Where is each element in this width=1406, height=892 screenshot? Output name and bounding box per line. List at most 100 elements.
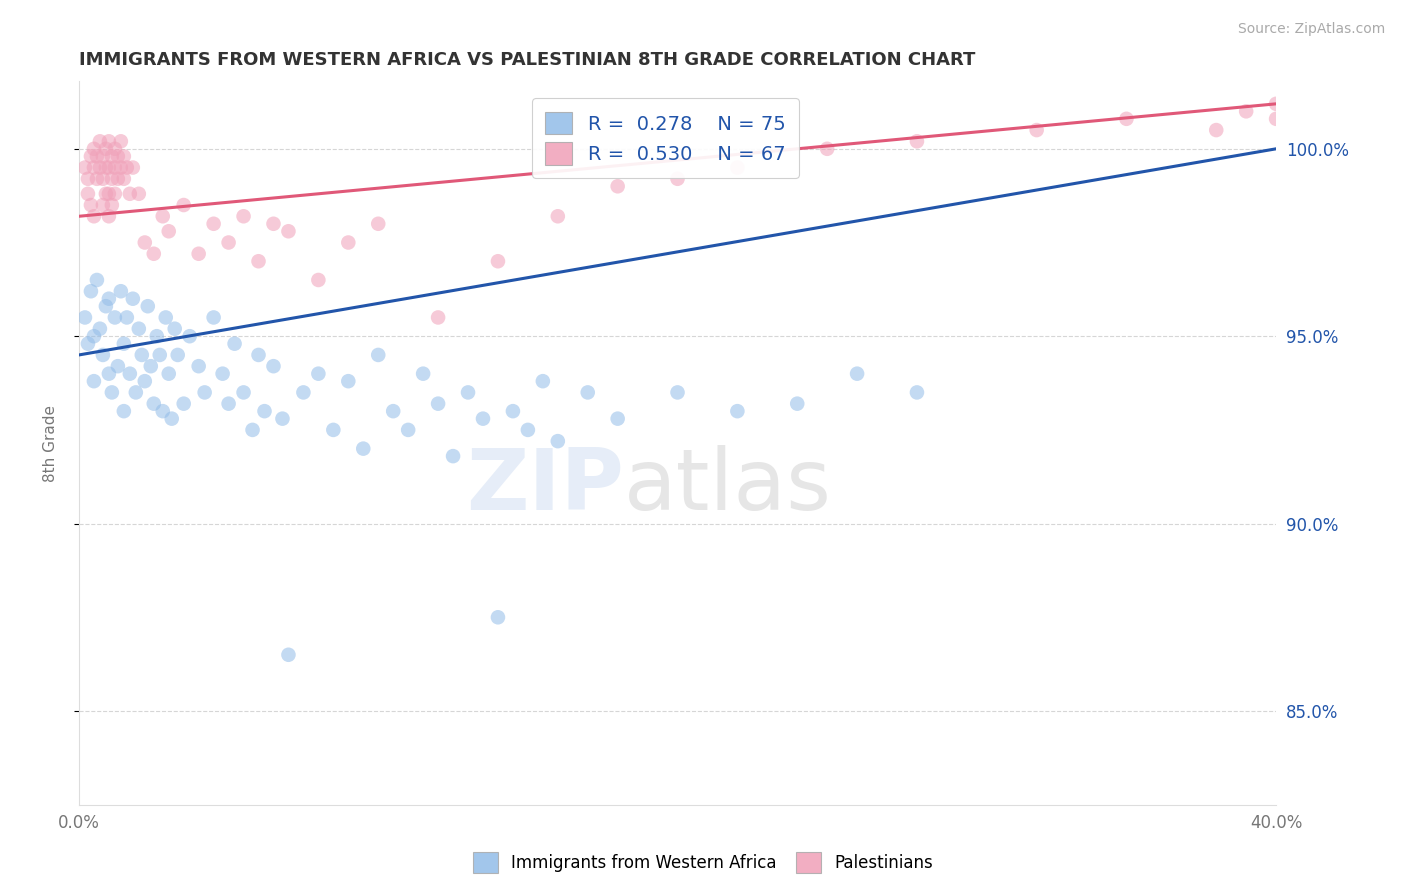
Point bbox=[110, 161, 132, 175]
Point bbox=[232, 385, 254, 400]
Point bbox=[846, 367, 869, 381]
Point bbox=[211, 367, 233, 381]
Point bbox=[118, 186, 141, 201]
Point bbox=[277, 648, 299, 662]
Point bbox=[1205, 123, 1227, 137]
Point bbox=[94, 161, 117, 175]
Point bbox=[1265, 112, 1288, 126]
Point bbox=[121, 292, 143, 306]
Point bbox=[173, 397, 195, 411]
Point bbox=[155, 310, 177, 325]
Point bbox=[73, 161, 96, 175]
Point bbox=[139, 359, 162, 374]
Point bbox=[149, 348, 172, 362]
Point bbox=[97, 186, 120, 201]
Point bbox=[101, 171, 124, 186]
Point bbox=[187, 246, 209, 260]
Point bbox=[80, 149, 103, 163]
Point bbox=[427, 397, 450, 411]
Legend: R =  0.278    N = 75, R =  0.530    N = 67: R = 0.278 N = 75, R = 0.530 N = 67 bbox=[531, 98, 800, 178]
Point bbox=[97, 161, 120, 175]
Point bbox=[472, 411, 495, 425]
Point bbox=[531, 374, 554, 388]
Point bbox=[173, 198, 195, 212]
Point bbox=[152, 404, 174, 418]
Point bbox=[115, 310, 138, 325]
Point bbox=[194, 385, 217, 400]
Point bbox=[91, 198, 114, 212]
Point bbox=[253, 404, 276, 418]
Point bbox=[104, 142, 127, 156]
Point bbox=[142, 397, 165, 411]
Point bbox=[486, 254, 509, 268]
Point bbox=[101, 385, 124, 400]
Point bbox=[118, 367, 141, 381]
Point bbox=[86, 149, 108, 163]
Point bbox=[666, 171, 689, 186]
Point bbox=[263, 217, 285, 231]
Point bbox=[91, 348, 114, 362]
Y-axis label: 8th Grade: 8th Grade bbox=[44, 404, 58, 482]
Point bbox=[367, 348, 389, 362]
Point bbox=[104, 186, 127, 201]
Point bbox=[224, 336, 246, 351]
Point bbox=[202, 310, 225, 325]
Point bbox=[94, 142, 117, 156]
Point bbox=[134, 374, 156, 388]
Point bbox=[91, 149, 114, 163]
Point bbox=[412, 367, 434, 381]
Point bbox=[382, 404, 405, 418]
Point bbox=[242, 423, 264, 437]
Point bbox=[486, 610, 509, 624]
Text: Source: ZipAtlas.com: Source: ZipAtlas.com bbox=[1237, 22, 1385, 37]
Point bbox=[457, 385, 479, 400]
Point bbox=[441, 449, 464, 463]
Point bbox=[142, 246, 165, 260]
Point bbox=[247, 254, 270, 268]
Point bbox=[107, 149, 129, 163]
Point bbox=[152, 209, 174, 223]
Point bbox=[80, 284, 103, 298]
Point bbox=[83, 329, 105, 343]
Point bbox=[89, 322, 111, 336]
Point bbox=[94, 299, 117, 313]
Point bbox=[1025, 123, 1047, 137]
Point bbox=[337, 235, 360, 250]
Point bbox=[666, 385, 689, 400]
Point bbox=[112, 171, 135, 186]
Point bbox=[101, 149, 124, 163]
Point bbox=[232, 209, 254, 223]
Point bbox=[367, 217, 389, 231]
Point bbox=[112, 404, 135, 418]
Point bbox=[104, 310, 127, 325]
Point bbox=[89, 134, 111, 148]
Point bbox=[1265, 96, 1288, 111]
Point bbox=[157, 224, 180, 238]
Point bbox=[97, 134, 120, 148]
Legend: Immigrants from Western Africa, Palestinians: Immigrants from Western Africa, Palestin… bbox=[465, 846, 941, 880]
Point bbox=[725, 161, 748, 175]
Point bbox=[815, 142, 838, 156]
Point bbox=[121, 161, 143, 175]
Point bbox=[271, 411, 294, 425]
Point bbox=[91, 171, 114, 186]
Point bbox=[427, 310, 450, 325]
Point bbox=[263, 359, 285, 374]
Point bbox=[128, 186, 150, 201]
Point bbox=[94, 186, 117, 201]
Point bbox=[516, 423, 538, 437]
Point bbox=[163, 322, 186, 336]
Point bbox=[166, 348, 188, 362]
Point bbox=[1115, 112, 1137, 126]
Point bbox=[157, 367, 180, 381]
Point bbox=[83, 209, 105, 223]
Point bbox=[337, 374, 360, 388]
Point bbox=[547, 434, 569, 449]
Point bbox=[86, 171, 108, 186]
Point bbox=[128, 322, 150, 336]
Point bbox=[218, 235, 240, 250]
Point bbox=[115, 161, 138, 175]
Point bbox=[502, 404, 524, 418]
Point bbox=[905, 385, 928, 400]
Point bbox=[125, 385, 148, 400]
